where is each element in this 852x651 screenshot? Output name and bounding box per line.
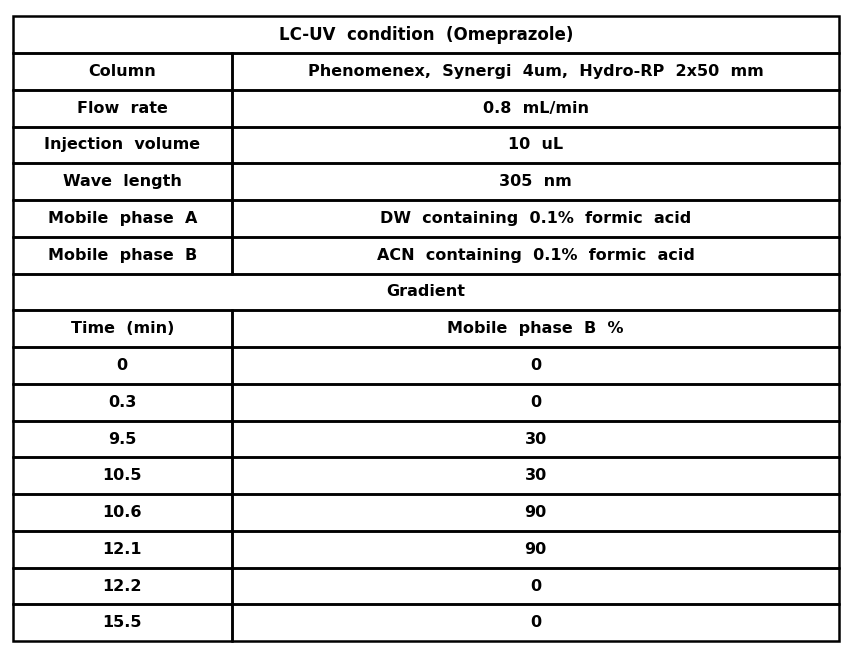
Text: Column: Column bbox=[89, 64, 156, 79]
Text: 0: 0 bbox=[117, 358, 128, 373]
Bar bbox=[13, 421, 232, 458]
Text: Time  (min): Time (min) bbox=[71, 321, 174, 337]
Bar bbox=[232, 421, 839, 458]
Bar bbox=[13, 90, 232, 126]
Text: 90: 90 bbox=[524, 542, 547, 557]
Bar bbox=[13, 237, 232, 273]
Text: 0: 0 bbox=[530, 615, 541, 630]
Text: 12.2: 12.2 bbox=[102, 579, 142, 594]
Text: Mobile  phase  A: Mobile phase A bbox=[48, 211, 197, 226]
Text: 10.5: 10.5 bbox=[102, 468, 142, 483]
Bar bbox=[232, 163, 839, 200]
Bar bbox=[232, 531, 839, 568]
Text: 305  nm: 305 nm bbox=[499, 174, 572, 189]
Bar bbox=[232, 568, 839, 605]
Text: 0.3: 0.3 bbox=[108, 395, 136, 409]
Bar bbox=[232, 53, 839, 90]
Bar bbox=[13, 568, 232, 605]
Bar bbox=[13, 126, 232, 163]
Bar bbox=[232, 384, 839, 421]
Text: 90: 90 bbox=[524, 505, 547, 520]
Bar bbox=[13, 53, 232, 90]
Text: 0.8  mL/min: 0.8 mL/min bbox=[482, 101, 589, 116]
Text: Phenomenex,  Synergi  4um,  Hydro-RP  2x50  mm: Phenomenex, Synergi 4um, Hydro-RP 2x50 m… bbox=[308, 64, 763, 79]
Bar bbox=[13, 494, 232, 531]
Bar bbox=[232, 90, 839, 126]
Text: 0: 0 bbox=[530, 579, 541, 594]
Bar bbox=[232, 200, 839, 237]
Text: Mobile  phase  B: Mobile phase B bbox=[48, 248, 197, 263]
Text: 9.5: 9.5 bbox=[108, 432, 136, 447]
Text: 30: 30 bbox=[524, 432, 547, 447]
Text: ACN  containing  0.1%  formic  acid: ACN containing 0.1% formic acid bbox=[377, 248, 694, 263]
Bar bbox=[13, 273, 839, 311]
Bar bbox=[13, 605, 232, 641]
Text: 0: 0 bbox=[530, 395, 541, 409]
Bar bbox=[13, 16, 839, 53]
Text: 10  uL: 10 uL bbox=[508, 137, 563, 152]
Bar bbox=[232, 237, 839, 273]
Bar bbox=[232, 458, 839, 494]
Bar bbox=[232, 494, 839, 531]
Bar bbox=[13, 347, 232, 384]
Text: 0: 0 bbox=[530, 358, 541, 373]
Bar bbox=[13, 200, 232, 237]
Bar bbox=[232, 126, 839, 163]
Text: Gradient: Gradient bbox=[387, 284, 465, 299]
Text: Wave  length: Wave length bbox=[63, 174, 181, 189]
Text: 10.6: 10.6 bbox=[102, 505, 142, 520]
Bar bbox=[232, 347, 839, 384]
Text: Flow  rate: Flow rate bbox=[77, 101, 168, 116]
Text: DW  containing  0.1%  formic  acid: DW containing 0.1% formic acid bbox=[380, 211, 691, 226]
Text: 12.1: 12.1 bbox=[102, 542, 142, 557]
Text: 30: 30 bbox=[524, 468, 547, 483]
Bar bbox=[13, 311, 232, 347]
Bar bbox=[13, 531, 232, 568]
Text: Mobile  phase  B  %: Mobile phase B % bbox=[447, 321, 624, 337]
Bar bbox=[232, 311, 839, 347]
Text: Injection  volume: Injection volume bbox=[44, 137, 200, 152]
Bar bbox=[13, 163, 232, 200]
Bar bbox=[232, 605, 839, 641]
Text: LC-UV  condition  (Omeprazole): LC-UV condition (Omeprazole) bbox=[279, 25, 573, 44]
Bar bbox=[13, 458, 232, 494]
Bar bbox=[13, 384, 232, 421]
Text: 15.5: 15.5 bbox=[102, 615, 142, 630]
